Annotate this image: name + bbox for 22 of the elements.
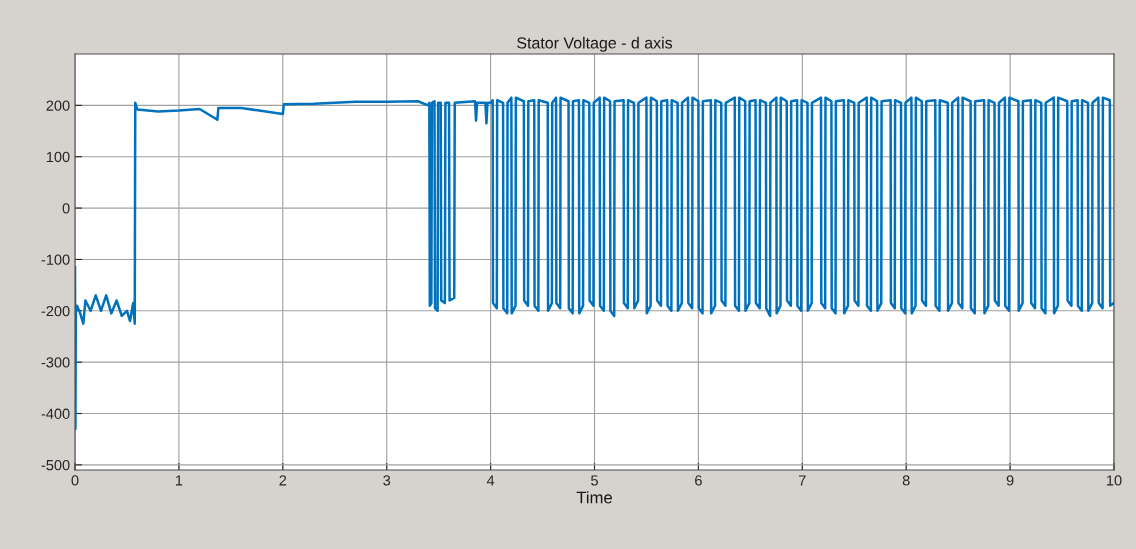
y-tick-label: 200	[46, 100, 70, 111]
x-tick-label: 1	[175, 475, 183, 486]
x-tick-label: 9	[1006, 475, 1014, 486]
chart-title: Stator Voltage - d axis	[517, 36, 673, 52]
x-axis-title: Time	[576, 491, 612, 504]
y-tick-label: -300	[41, 357, 70, 368]
y-tick-label: 0	[62, 203, 70, 214]
line-series	[75, 96, 1114, 431]
x-tick-label: 2	[279, 475, 287, 486]
x-tick-label: 8	[902, 475, 910, 486]
y-tick-label: -500	[41, 459, 70, 471]
x-tick-label: 7	[798, 475, 806, 486]
y-tick-label: -400	[41, 408, 70, 419]
y-tick-label: 100	[46, 151, 70, 163]
x-tick-label: 10	[1107, 475, 1122, 486]
x-tick-label: 0	[71, 475, 79, 486]
x-tick-label: 6	[695, 475, 702, 486]
y-tick-label: -200	[41, 305, 70, 317]
x-tick-label: 4	[486, 475, 495, 486]
x-tick-label: 5	[591, 475, 598, 486]
y-tick-label: -100	[41, 254, 70, 265]
x-tick-label: 3	[383, 475, 391, 486]
